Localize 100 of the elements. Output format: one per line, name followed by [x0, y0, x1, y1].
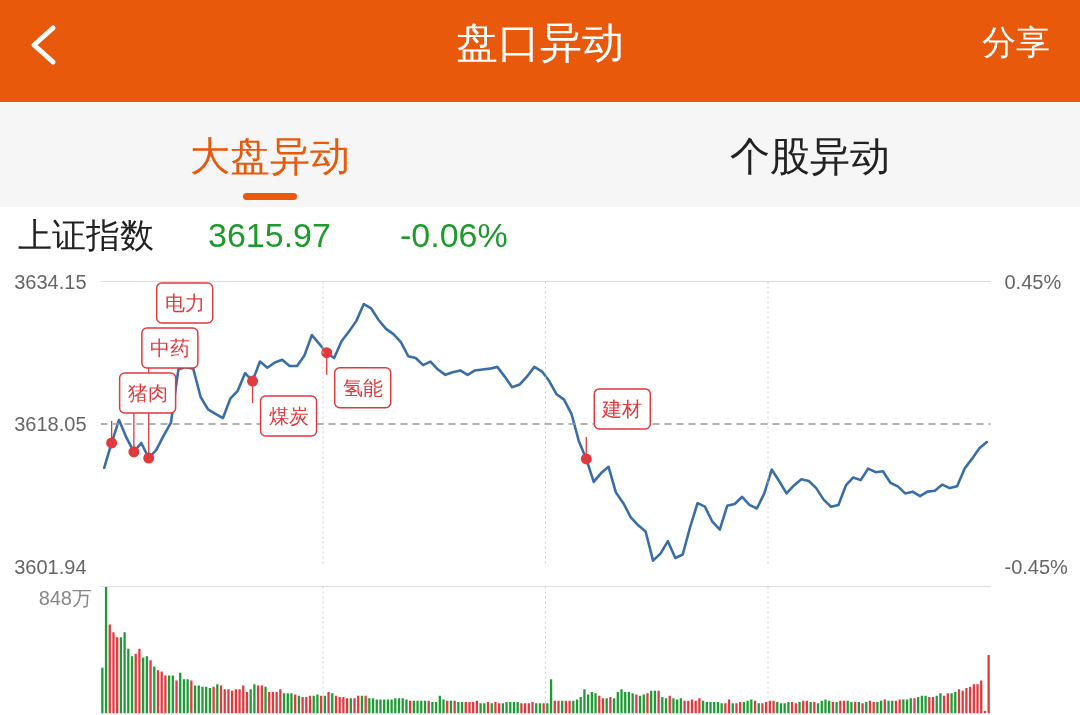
- bar: [557, 700, 560, 714]
- text: 分享: [982, 22, 1050, 63]
- bar: [939, 693, 942, 714]
- bar: [416, 700, 419, 714]
- bar: [902, 699, 905, 714]
- bar: [342, 696, 345, 714]
- bar: [316, 694, 319, 714]
- bar: [850, 702, 853, 714]
- bar: [724, 703, 727, 714]
- bar: [227, 689, 230, 714]
- text: -0.06%: [400, 215, 508, 256]
- bar: [583, 689, 586, 714]
- point: [143, 452, 155, 464]
- bar: [657, 690, 660, 714]
- point: [106, 437, 118, 449]
- bar: [457, 702, 460, 714]
- bar: [965, 688, 968, 714]
- bar: [720, 703, 723, 714]
- text: 848万: [38, 586, 92, 610]
- bar: [609, 696, 612, 714]
- bar: [431, 702, 434, 714]
- bar: [594, 693, 597, 714]
- bar: [898, 699, 901, 714]
- bar: [275, 691, 278, 714]
- text: 个股异动: [730, 132, 890, 180]
- bar: [253, 684, 256, 714]
- bar: [787, 702, 790, 714]
- bar: [542, 703, 545, 714]
- bar: [813, 702, 816, 714]
- bar: [924, 695, 927, 714]
- bar: [635, 694, 638, 714]
- bar: [672, 698, 675, 714]
- bar: [798, 702, 801, 714]
- bar: [620, 689, 623, 714]
- bar: [138, 648, 141, 714]
- bar: [568, 700, 571, 714]
- bar: [479, 703, 482, 714]
- annotation: 煤炭: [268, 404, 309, 429]
- bar: [290, 693, 293, 714]
- bar: [164, 675, 167, 714]
- bar: [327, 691, 330, 714]
- bar: [186, 679, 189, 714]
- bar: [698, 698, 701, 714]
- annotation: 中药: [149, 335, 190, 360]
- bar: [735, 703, 738, 714]
- bar: [761, 703, 764, 714]
- bar: [950, 693, 953, 714]
- bar: [631, 693, 634, 714]
- chart-title: 盘口异动: [456, 18, 624, 69]
- annotation: 建材: [601, 396, 643, 421]
- annotation: 氢能: [342, 375, 383, 400]
- bar: [494, 702, 497, 714]
- bar: [987, 655, 990, 714]
- bar: [861, 703, 864, 714]
- bar: [123, 632, 126, 714]
- chart-subtitle: 上证指数: [18, 215, 154, 256]
- y2-tick-label: -0.45%: [1004, 555, 1069, 578]
- bar: [264, 686, 267, 714]
- y-tick-label: 3601.94: [14, 555, 87, 578]
- y2-tick-label: 0.45%: [1004, 270, 1062, 293]
- bar: [876, 702, 879, 714]
- text: 大盘异动: [190, 132, 350, 180]
- bar: [368, 698, 371, 714]
- bar: [520, 703, 523, 714]
- text: 3615.97: [208, 215, 331, 256]
- bar: [405, 699, 408, 714]
- bar: [468, 702, 471, 714]
- bar: [379, 699, 382, 714]
- bar: [835, 702, 838, 714]
- bar: [175, 680, 178, 714]
- bar: [190, 680, 193, 714]
- bar: [453, 700, 456, 714]
- bar: [442, 699, 445, 714]
- bar: [279, 689, 282, 714]
- point: [247, 375, 259, 387]
- bar: [746, 700, 749, 714]
- bar: [824, 699, 827, 714]
- annotation: 电力: [164, 290, 205, 315]
- bar: [353, 698, 356, 714]
- annotation: 猪肉: [127, 380, 168, 405]
- bar: [772, 700, 775, 714]
- bar: [976, 684, 979, 714]
- bar: [646, 693, 649, 714]
- bar: [531, 702, 534, 714]
- y-tick-label: 3634.15: [14, 270, 87, 293]
- bar: [887, 700, 890, 714]
- bar: [913, 698, 916, 714]
- bar: [505, 702, 508, 714]
- bar: [201, 686, 204, 714]
- bar: [809, 702, 812, 714]
- bar: [390, 699, 393, 714]
- y-tick-label: 3618.05: [14, 412, 87, 435]
- bar: [301, 696, 304, 714]
- bar: [238, 689, 241, 714]
- bar: [683, 700, 686, 714]
- point: [580, 453, 592, 465]
- bar: [149, 660, 152, 714]
- bar: [709, 702, 712, 714]
- bar: [212, 686, 215, 714]
- bar: [364, 695, 367, 714]
